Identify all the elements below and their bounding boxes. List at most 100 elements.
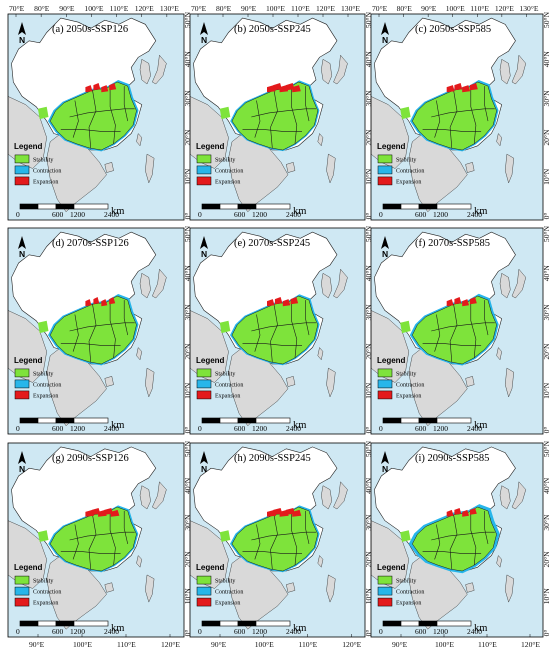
top-longitude-tick: 70°E: [9, 4, 25, 13]
north-arrow-icon: [381, 22, 389, 35]
scale-bar-label: 2400: [286, 424, 301, 433]
latitude-tick: 20°N: [183, 551, 192, 568]
scale-bar-segment: [73, 620, 109, 627]
scale-bar-label: 1200: [433, 424, 448, 433]
expansion-area: [290, 297, 299, 305]
legend-swatch: [14, 368, 30, 378]
scale-bar-segment: [19, 203, 39, 210]
land-area: [8, 310, 47, 383]
north-label: N: [382, 35, 388, 45]
province-border: [72, 524, 79, 560]
latitude-tick: 50°N: [183, 225, 192, 242]
latitude-tick: 30°N: [364, 514, 373, 531]
top-longitude-tick: 100°E: [266, 4, 285, 13]
land-area: [326, 367, 336, 398]
latitude-tick: 0°: [542, 630, 550, 637]
scale-bar-segment: [418, 203, 438, 210]
province-border: [270, 514, 278, 570]
legend-title: Legend: [377, 142, 406, 151]
scale-bar-segment: [37, 417, 57, 424]
legend-item-label: Expansion: [396, 601, 421, 607]
land-area: [145, 153, 155, 184]
panel-title: (h) 2090s-SSP245: [234, 453, 311, 464]
expansion-area: [446, 509, 454, 517]
scale-bar-label: 600: [415, 424, 427, 433]
scale-bar-label: 0: [379, 210, 383, 219]
legend-swatch: [14, 390, 30, 400]
legend-swatch: [14, 154, 30, 164]
panel-frame: [370, 13, 544, 221]
scale-bar-segment: [436, 620, 472, 627]
bottom-longitude-tick: 110°E: [478, 640, 497, 649]
top-longitude-tick: 110°E: [470, 4, 489, 13]
expansion-area: [292, 85, 301, 93]
legend-item-label: Contraction: [215, 382, 243, 388]
scale-bar-label: 1200: [433, 210, 448, 219]
province-border: [88, 90, 97, 148]
scale-bar-unit: km: [293, 623, 306, 634]
expansion-area: [292, 509, 302, 517]
scale-bar-segment: [37, 203, 57, 210]
north-arrow-icon: [18, 236, 26, 249]
north-label: N: [19, 464, 25, 474]
scale-bar-label: 1200: [70, 627, 85, 636]
expansion-area: [101, 85, 109, 93]
north-label: N: [382, 249, 388, 259]
province-border: [242, 129, 302, 132]
panel-frame: [7, 442, 185, 638]
land-area: [152, 54, 167, 85]
scale-bar-segment: [400, 417, 420, 424]
scale-bar-segment: [255, 620, 291, 627]
stability-area: [219, 530, 231, 542]
land-area: [333, 268, 348, 299]
map-panel: N (h) 2090s-SSP245 Legend Stability Contract…: [189, 440, 373, 649]
province-border: [484, 300, 489, 336]
land-area: [139, 272, 151, 299]
legend-item-label: Contraction: [215, 168, 243, 174]
latitude-tick: 40°N: [542, 477, 550, 494]
latitude-tick: 50°N: [183, 11, 192, 28]
panel-frame: [7, 227, 185, 435]
legend-item-label: Expansion: [33, 601, 58, 607]
top-longitude-tick: 100°E: [84, 4, 103, 13]
scale-bar-label: 0: [16, 210, 20, 219]
province-border: [72, 100, 79, 138]
province-border: [470, 512, 477, 566]
map-panel: N (b) 2050s-SSP245 Legend Stability Contract…: [189, 4, 373, 221]
scale-bar-unit: km: [111, 623, 124, 634]
panel-title: (b) 2050s-SSP245: [234, 24, 311, 35]
top-longitude-tick: 120°E: [495, 4, 514, 13]
latitude-tick: 40°N: [542, 51, 550, 68]
legend-title: Legend: [14, 356, 43, 365]
map-panel: N (g) 2090s-SSP126 Legend Stability Contract…: [7, 440, 192, 649]
bottom-longitude-tick: 90°E: [29, 640, 45, 649]
province-border: [305, 300, 310, 336]
province-border: [123, 510, 128, 544]
land-area: [104, 376, 114, 387]
panel-frame: [370, 227, 544, 435]
province-border: [422, 343, 482, 346]
panel-frame: [7, 13, 185, 221]
latitude-tick: 10°N: [183, 382, 192, 399]
latitude-tick: 30°N: [542, 90, 550, 107]
scale-bar-label: 2400: [467, 424, 482, 433]
north-label: N: [201, 464, 207, 474]
scale-bar-segment: [382, 417, 402, 424]
bottom-longitude-tick: 110°E: [299, 640, 318, 649]
legend-swatch: [377, 390, 393, 400]
scale-bar-label: 1200: [252, 210, 267, 219]
latitude-tick: 20°N: [364, 551, 373, 568]
scale-bar-segment: [255, 417, 291, 424]
expansion-area: [101, 299, 108, 307]
province-border: [72, 314, 79, 352]
province-border: [431, 531, 495, 541]
land-area: [408, 555, 468, 630]
province-border: [251, 108, 316, 118]
scale-bar-label: 600: [52, 210, 64, 219]
legend-title: Legend: [14, 563, 43, 572]
latitude-tick: 10°N: [364, 382, 373, 399]
province-border: [109, 302, 116, 358]
expansion-area: [454, 508, 462, 515]
land-area: [139, 58, 151, 85]
land-area: [228, 555, 289, 630]
